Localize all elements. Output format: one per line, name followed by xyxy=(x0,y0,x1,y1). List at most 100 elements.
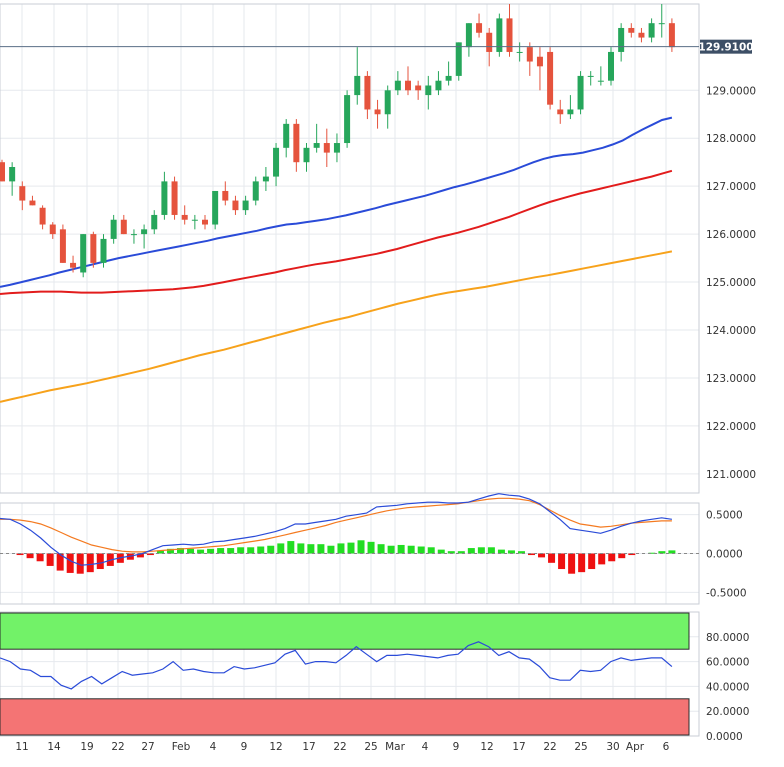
macd-histogram-bar xyxy=(417,546,425,554)
candle-body xyxy=(49,224,56,235)
candle-body xyxy=(628,27,635,33)
x-tick-label: 22 xyxy=(333,741,346,753)
candle-body xyxy=(120,219,127,235)
candle-body xyxy=(59,229,66,263)
candle-body xyxy=(110,219,117,239)
macd-histogram-bar xyxy=(507,550,515,554)
macd-histogram-bar xyxy=(197,549,205,554)
x-tick-label: Apr xyxy=(626,741,645,753)
macd-histogram-bar xyxy=(608,553,616,562)
candle-body xyxy=(29,200,36,206)
candle-body xyxy=(70,262,77,268)
price-y-tick-label: 125.0000 xyxy=(706,277,756,289)
macd-histogram-bar xyxy=(407,545,415,554)
candle-body xyxy=(668,23,675,48)
candle-body xyxy=(90,234,97,263)
candle-body xyxy=(425,85,432,96)
x-tick-label: 22 xyxy=(543,741,556,753)
candle-body xyxy=(262,176,269,182)
macd-histogram-bar xyxy=(187,548,195,554)
macd-histogram-bar xyxy=(487,547,495,554)
macd-histogram-bar xyxy=(658,551,666,554)
candle-body xyxy=(273,147,280,177)
candle-body xyxy=(516,51,523,53)
macd-histogram-bar xyxy=(237,547,245,554)
macd-histogram-bar xyxy=(578,553,586,573)
candle-body xyxy=(283,123,290,148)
candle-body xyxy=(506,18,513,52)
moving-average-lines xyxy=(0,116,673,403)
x-tick-label: 12 xyxy=(269,741,282,753)
macd-histogram-bar xyxy=(86,553,94,573)
candle-body xyxy=(567,109,574,115)
candle-body xyxy=(405,80,411,91)
rsi-y-axis-labels: 80.0000 60.0000 40.0000 20.0000 0.0000 xyxy=(706,632,749,743)
candle-body xyxy=(577,75,584,110)
macd-histogram-bar xyxy=(457,551,465,554)
candle-body xyxy=(608,51,614,81)
candle-body xyxy=(202,219,208,225)
candle-body xyxy=(212,190,219,225)
x-tick-label: Feb xyxy=(172,741,191,753)
macd-histogram-bar xyxy=(166,548,174,554)
macd-histogram-bar xyxy=(207,548,215,554)
x-tick-label: 4 xyxy=(422,741,429,753)
candle-body xyxy=(80,234,87,273)
x-tick-label: Mar xyxy=(385,741,405,753)
macd-histogram-bar xyxy=(347,542,355,554)
macd-y-tick-label: -0.5000 xyxy=(706,587,747,599)
candle-body xyxy=(191,219,198,221)
rsi-y-tick-label: 40.0000 xyxy=(706,681,749,693)
candle-body xyxy=(19,186,26,201)
candle-body xyxy=(496,18,503,52)
macd-histogram-bar xyxy=(648,552,656,554)
macd-histogram-bar xyxy=(387,545,395,554)
macd-histogram-bar xyxy=(227,548,235,554)
macd-lines xyxy=(0,493,672,566)
candle-body xyxy=(658,23,665,25)
x-tick-label: 17 xyxy=(302,741,315,753)
macd-histogram-bar xyxy=(156,550,164,554)
macd-histogram-bar xyxy=(558,553,566,570)
macd-histogram-bar xyxy=(568,553,576,574)
rsi-pane-border xyxy=(0,611,700,737)
x-tick-label: 4 xyxy=(210,741,217,753)
rsi-oversold-zone xyxy=(0,698,690,736)
rsi-y-tick-label: 20.0000 xyxy=(706,706,749,718)
macd-histogram-bar xyxy=(467,548,475,554)
macd-histogram-bar xyxy=(497,549,505,554)
macd-y-axis-labels: 0.5000 0.0000 -0.5000 xyxy=(706,510,747,600)
macd-histogram-bar xyxy=(517,551,525,554)
candle-body xyxy=(293,123,300,163)
x-tick-label: 30 xyxy=(606,741,619,753)
macd-histogram-bar xyxy=(397,544,405,554)
candle-body xyxy=(557,109,564,115)
macd-histogram-bar xyxy=(66,553,74,573)
macd-histogram-bar xyxy=(277,543,285,554)
candle-body xyxy=(587,75,594,77)
macd-histogram-bar xyxy=(217,548,225,554)
candle-body xyxy=(151,214,158,230)
moving-average-line-0 xyxy=(0,116,673,288)
macd-histogram-bar xyxy=(548,553,556,563)
x-tick-label: 25 xyxy=(574,741,587,753)
candle-body xyxy=(0,162,5,182)
x-tick-label: 11 xyxy=(15,741,28,753)
price-y-tick-label: 124.0000 xyxy=(706,325,756,337)
candle-body xyxy=(100,238,107,263)
last-price-label-bg xyxy=(700,39,752,54)
candle-body xyxy=(9,167,16,182)
macd-histogram-bar xyxy=(46,553,54,566)
x-tick-label: 25 xyxy=(364,741,377,753)
macd-histogram-bar xyxy=(16,553,24,556)
candle-body xyxy=(232,200,239,211)
macd-histogram-bar xyxy=(427,547,435,554)
moving-average-line-2 xyxy=(0,250,673,403)
macd-histogram-bar xyxy=(447,551,455,554)
rsi-y-tick-label: 0.0000 xyxy=(706,731,743,743)
candle-body xyxy=(526,47,533,62)
macd-histogram-bar xyxy=(177,548,185,554)
candle-body xyxy=(171,181,178,215)
candle-body xyxy=(415,85,422,91)
